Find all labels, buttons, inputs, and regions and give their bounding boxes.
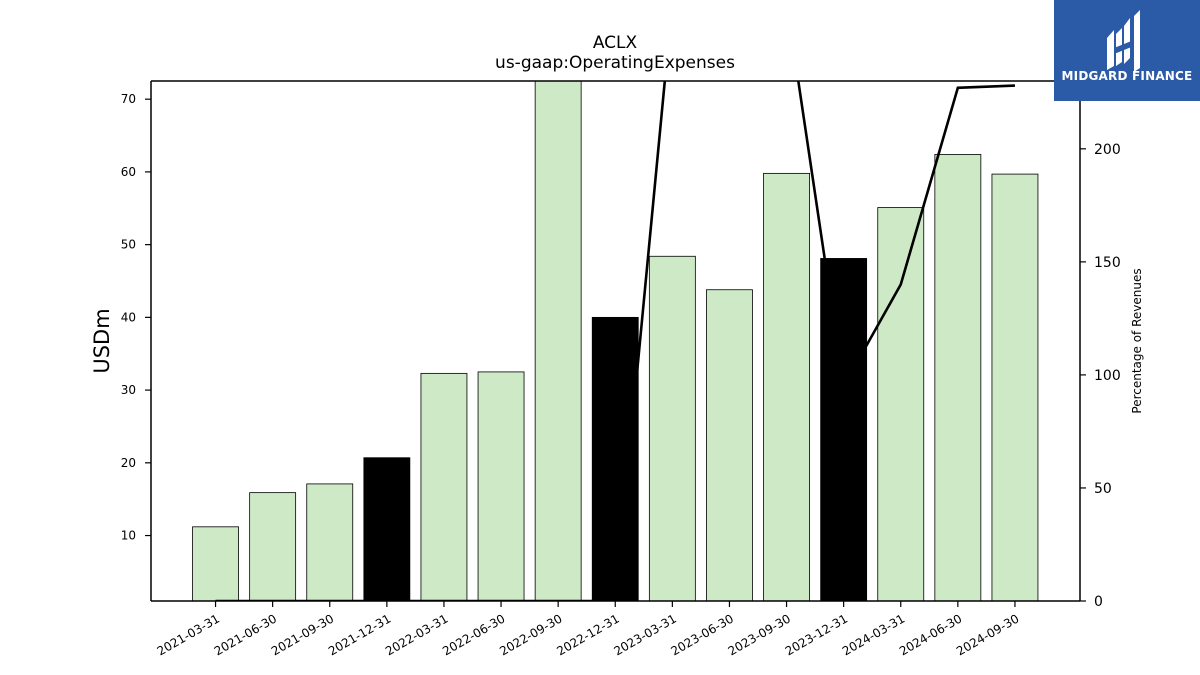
bar-2022-09-30: [534, 81, 582, 601]
bar-2023-12-31: [820, 258, 868, 601]
x-tick-label: 2023-06-30: [669, 611, 736, 658]
y2-tick-label: 50: [1094, 481, 1112, 497]
bar-2022-03-31: [420, 372, 468, 601]
x-tick-label: 2021-03-31: [155, 611, 222, 658]
chart-subtitle: us-gaap:OperatingExpenses: [495, 53, 735, 73]
chart-title: ACLX: [593, 33, 638, 53]
revenue-pct-line-segment-1: [796, 81, 1016, 391]
bar-2023-06-30: [706, 289, 753, 601]
bar-2023-03-31: [648, 255, 696, 601]
bar-2021-09-30: [306, 483, 354, 601]
x-tick-label: 2024-06-30: [897, 611, 964, 658]
midgard-logo-icon: [1107, 10, 1140, 72]
bar-2022-12-31: [591, 316, 639, 601]
y-axis-label: USDm: [90, 308, 114, 373]
logo-text: MIDGARD FINANCE: [1061, 69, 1193, 83]
line-series: [215, 81, 1016, 601]
x-tick-label: 2023-09-30: [726, 611, 793, 658]
y-tick-label: 70: [121, 92, 136, 106]
bar-2021-06-30: [249, 492, 297, 601]
bar-2021-03-31: [192, 526, 239, 601]
y2-tick-label: 200: [1094, 142, 1121, 158]
bar-2022-06-30: [477, 371, 525, 601]
x-tick-label: 2024-09-30: [954, 611, 1021, 658]
x-tick-label: 2022-12-31: [554, 611, 621, 658]
bar-2024-06-30: [934, 154, 982, 601]
x-tick-label: 2022-09-30: [497, 611, 564, 658]
y-tick-label: 30: [121, 383, 136, 397]
y2-axis-label: Percentage of Revenues: [1130, 268, 1144, 413]
midgard-finance-logo: MIDGARD FINANCE: [1054, 0, 1200, 101]
x-tick-label: 2022-03-31: [383, 611, 450, 658]
x-tick-label: 2024-03-31: [840, 611, 907, 658]
y-tick-label: 20: [121, 456, 136, 470]
x-tick-label: 2023-03-31: [611, 611, 678, 658]
x-tick-label: 2021-06-30: [212, 611, 279, 658]
y-tick-label: 40: [121, 310, 136, 324]
x-tick-label: 2023-12-31: [783, 611, 850, 658]
y-tick-label: 50: [121, 238, 136, 252]
y2-tick-label: 0: [1094, 594, 1103, 610]
x-tick-label: 2021-09-30: [269, 611, 336, 658]
bar-2023-09-30: [763, 172, 810, 601]
y2-tick-label: 100: [1094, 368, 1121, 384]
bar-2024-03-31: [877, 207, 925, 601]
y2-tick-label: 150: [1094, 255, 1121, 271]
y-tick-label: 10: [121, 529, 136, 543]
bar-2021-12-31: [363, 457, 411, 601]
y-tick-label: 60: [121, 165, 136, 179]
bar-2024-09-30: [991, 173, 1039, 601]
x-tick-label: 2022-06-30: [440, 611, 507, 658]
bar-series: [192, 81, 1039, 601]
x-tick-label: 2021-12-31: [326, 611, 393, 658]
